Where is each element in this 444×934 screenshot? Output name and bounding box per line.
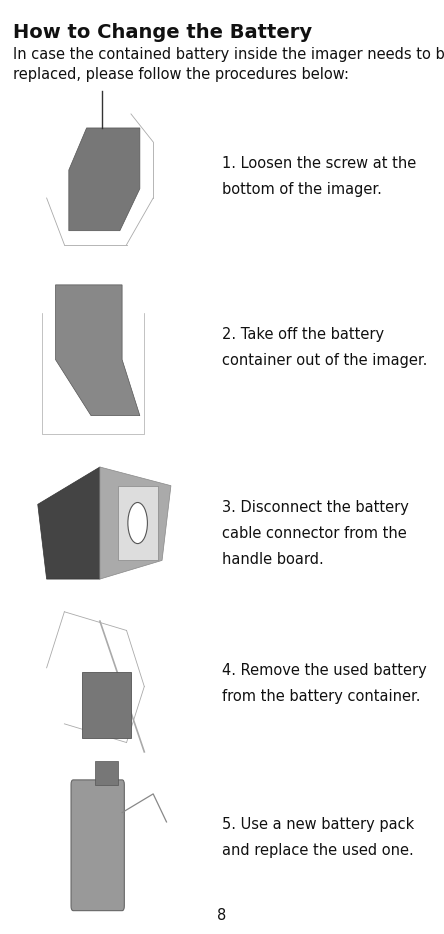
Text: 3. Disconnect the battery: 3. Disconnect the battery — [222, 500, 409, 515]
Text: handle board.: handle board. — [222, 552, 324, 567]
Text: container out of the imager.: container out of the imager. — [222, 353, 428, 368]
FancyBboxPatch shape — [95, 761, 118, 785]
FancyBboxPatch shape — [118, 486, 158, 560]
Polygon shape — [56, 285, 140, 416]
Text: In case the contained battery inside the imager needs to be
replaced, please fol: In case the contained battery inside the… — [13, 47, 444, 82]
Text: How to Change the Battery: How to Change the Battery — [13, 23, 313, 42]
Text: and replace the used one.: and replace the used one. — [222, 843, 414, 858]
Circle shape — [128, 502, 147, 544]
Text: 8: 8 — [218, 908, 226, 923]
FancyBboxPatch shape — [82, 672, 131, 738]
Text: cable connector from the: cable connector from the — [222, 526, 407, 541]
Text: 1. Loosen the screw at the: 1. Loosen the screw at the — [222, 156, 416, 171]
Text: from the battery container.: from the battery container. — [222, 689, 420, 704]
Polygon shape — [38, 467, 118, 579]
Text: 2. Take off the battery: 2. Take off the battery — [222, 327, 384, 342]
Polygon shape — [69, 128, 140, 231]
Polygon shape — [100, 467, 171, 579]
Text: bottom of the imager.: bottom of the imager. — [222, 182, 382, 197]
Text: 5. Use a new battery pack: 5. Use a new battery pack — [222, 817, 414, 832]
Text: 4. Remove the used battery: 4. Remove the used battery — [222, 663, 427, 678]
FancyBboxPatch shape — [71, 780, 124, 911]
